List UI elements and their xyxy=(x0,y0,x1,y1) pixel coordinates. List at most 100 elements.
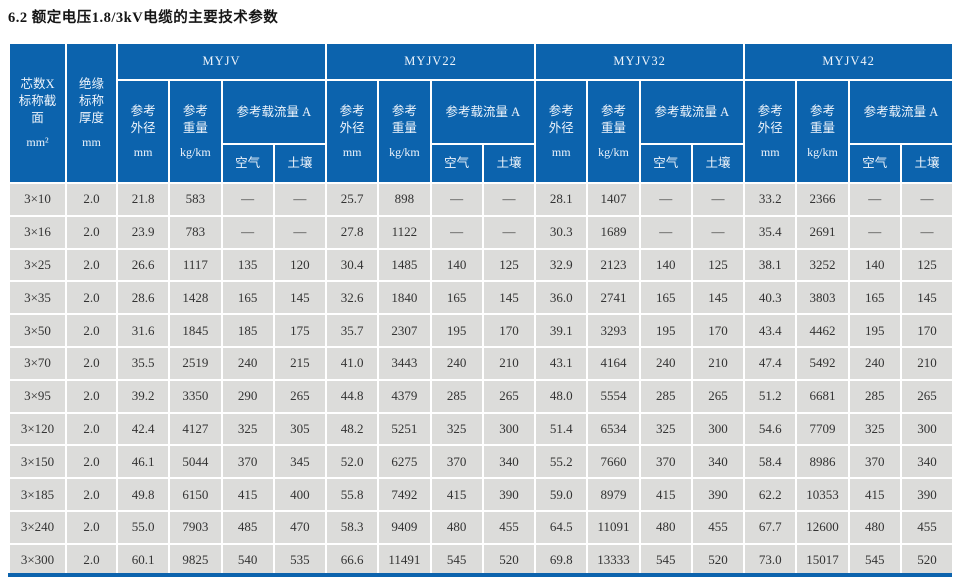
value-cell: 4164 xyxy=(586,345,641,381)
value-cell: 64.5 xyxy=(534,509,589,545)
value-cell: 390 xyxy=(899,477,955,512)
value-cell: 39.2 xyxy=(115,378,171,414)
value-cell: 6681 xyxy=(795,378,850,414)
value-cell: — xyxy=(220,214,275,250)
od-label: 参考 外径 xyxy=(757,104,783,135)
weight-header: 参考 重量 kg/km xyxy=(377,79,432,184)
spec-cell: 3×240 xyxy=(8,509,67,545)
ampacity-header: 参考载流量 A xyxy=(220,79,328,145)
value-cell: 165 xyxy=(429,280,484,316)
value-cell: 2.0 xyxy=(65,477,118,512)
value-cell: 5554 xyxy=(586,378,641,414)
od-unit: mm xyxy=(342,144,362,159)
value-cell: 390 xyxy=(481,477,537,512)
od-unit: mm xyxy=(133,144,153,159)
value-cell: 2307 xyxy=(377,313,432,348)
value-cell: — xyxy=(481,182,537,217)
od-header: 参考 外径 mm xyxy=(325,79,380,184)
value-cell: 485 xyxy=(220,509,275,545)
value-cell: — xyxy=(429,214,484,250)
value-cell: 185 xyxy=(220,313,275,348)
value-cell: 39.1 xyxy=(534,313,589,348)
value-cell: — xyxy=(429,182,484,217)
value-cell: 325 xyxy=(220,411,275,447)
value-cell: 58.3 xyxy=(325,509,380,545)
spec-cell: 3×10 xyxy=(8,182,67,217)
value-cell: 195 xyxy=(847,313,902,348)
value-cell: 2123 xyxy=(586,247,641,283)
value-cell: 120 xyxy=(272,247,328,283)
value-cell: 55.2 xyxy=(534,444,589,480)
value-cell: 300 xyxy=(690,411,746,447)
spec-cell: 3×185 xyxy=(8,477,67,512)
value-cell: 145 xyxy=(481,280,537,316)
group-header-myjv: MYJV xyxy=(115,42,328,81)
spec-cell: 3×70 xyxy=(8,345,67,381)
value-cell: 535 xyxy=(272,542,328,578)
value-cell: 6150 xyxy=(168,477,223,512)
value-cell: 51.4 xyxy=(534,411,589,447)
table-row: 3×70 2.0 35.5 2519 240 215 41.0 3443 240 210 43.1 4… xyxy=(8,345,955,381)
value-cell: 35.5 xyxy=(115,345,171,381)
value-cell: 455 xyxy=(899,509,955,545)
value-cell: 545 xyxy=(638,542,693,578)
table-row: 3×150 2.0 46.1 5044 370 345 52.0 6275 370 340 55.2… xyxy=(8,444,955,480)
cable-spec-table: 芯数X 标称截 面 mm² 绝缘 标称 厚度 mm MYJV MYJV22 MY… xyxy=(8,42,955,578)
value-cell: 285 xyxy=(429,378,484,414)
od-header: 参考 外径 mm xyxy=(743,79,798,184)
weight-unit: kg/km xyxy=(807,144,838,159)
ampacity-header: 参考载流量 A xyxy=(638,79,746,145)
od-header: 参考 外径 mm xyxy=(534,79,589,184)
value-cell: 290 xyxy=(220,378,275,414)
soil-header: 土壤 xyxy=(481,143,537,184)
value-cell: — xyxy=(638,214,693,250)
value-cell: 520 xyxy=(481,542,537,578)
value-cell: 2366 xyxy=(795,182,850,217)
value-cell: 480 xyxy=(429,509,484,545)
value-cell: 73.0 xyxy=(743,542,798,578)
value-cell: 240 xyxy=(220,345,275,381)
value-cell: 170 xyxy=(690,313,746,348)
table-row: 3×10 2.0 21.8 583— —25.7 898— —28.1 1407— —33.2 2… xyxy=(8,182,955,217)
value-cell: 2.0 xyxy=(65,378,118,414)
value-cell: 583 xyxy=(168,182,223,217)
value-cell: 455 xyxy=(481,509,537,545)
ampacity-header: 参考载流量 A xyxy=(847,79,955,145)
value-cell: 44.8 xyxy=(325,378,380,414)
value-cell: 520 xyxy=(899,542,955,578)
value-cell: 145 xyxy=(272,280,328,316)
value-cell: 59.0 xyxy=(534,477,589,512)
value-cell: 43.1 xyxy=(534,345,589,381)
value-cell: 400 xyxy=(272,477,328,512)
value-cell: 520 xyxy=(690,542,746,578)
value-cell: 165 xyxy=(220,280,275,316)
value-cell: — xyxy=(847,182,902,217)
value-cell: 32.6 xyxy=(325,280,380,316)
header-core-section-label: 芯数X 标称截 面 xyxy=(18,77,57,125)
value-cell: 240 xyxy=(429,345,484,381)
value-cell: 55.0 xyxy=(115,509,171,545)
value-cell: 195 xyxy=(429,313,484,348)
value-cell: 545 xyxy=(429,542,484,578)
value-cell: 415 xyxy=(638,477,693,512)
air-header: 空气 xyxy=(847,143,902,184)
od-unit: mm xyxy=(760,144,780,159)
value-cell: 2.0 xyxy=(65,313,118,348)
weight-header: 参考 重量 kg/km xyxy=(795,79,850,184)
table-row: 3×95 2.0 39.2 3350 290 265 44.8 4379 285 265 48.0 5… xyxy=(8,378,955,414)
group-header-myjv22: MYJV22 xyxy=(325,42,537,81)
value-cell: 9825 xyxy=(168,542,223,578)
value-cell: 125 xyxy=(899,247,955,283)
value-cell: 170 xyxy=(481,313,537,348)
table-header: 芯数X 标称截 面 mm² 绝缘 标称 厚度 mm MYJV MYJV22 MY… xyxy=(8,42,955,184)
table-row: 3×240 2.0 55.0 7903 485 470 58.3 9409 480 455 64.5… xyxy=(8,509,955,545)
value-cell: 125 xyxy=(690,247,746,283)
value-cell: 62.2 xyxy=(743,477,798,512)
spec-cell: 3×35 xyxy=(8,280,67,316)
value-cell: 1117 xyxy=(168,247,223,283)
weight-label: 参考 重量 xyxy=(182,104,208,135)
value-cell: 11091 xyxy=(586,509,641,545)
value-cell: 12600 xyxy=(795,509,850,545)
value-cell: 415 xyxy=(429,477,484,512)
value-cell: 33.2 xyxy=(743,182,798,217)
